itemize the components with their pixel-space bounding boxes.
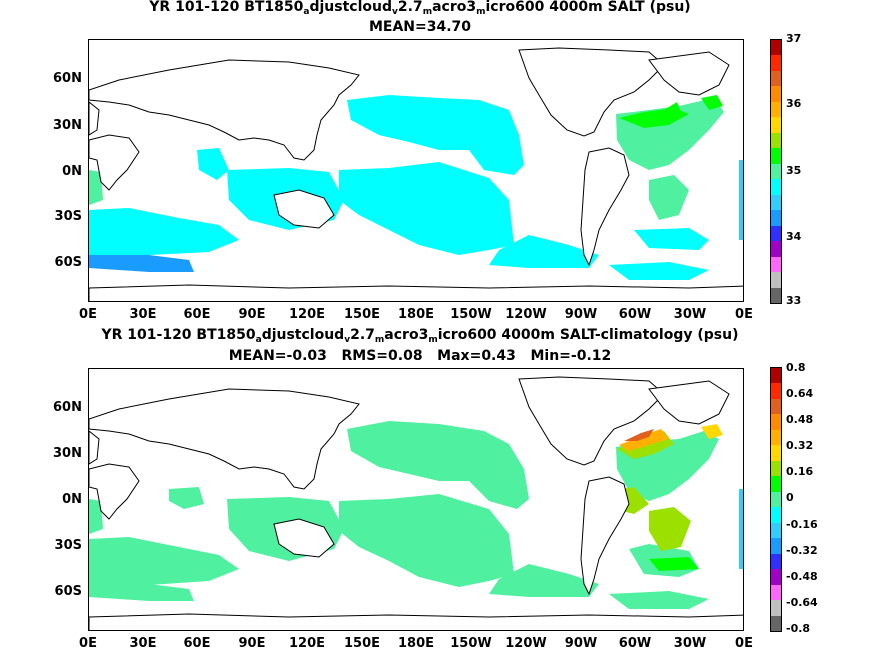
colorbar-swatch: [771, 210, 781, 226]
bottom-lon-label: 90E: [238, 636, 266, 651]
top-lon-label: 0E: [79, 307, 97, 322]
top-map: [88, 39, 744, 302]
colorbar-swatch: [771, 538, 781, 554]
top-colorbar-label: 33: [786, 294, 802, 307]
bottom-colorbar-label: -0.48: [786, 570, 818, 583]
bottom-lon-label: 120E: [288, 636, 326, 651]
bottom-map: [88, 368, 744, 631]
bottom-lon-label: 0E: [79, 636, 97, 651]
top-title: YR 101-120 BT1850adjustcloudv2.7macro3mi…: [149, 0, 691, 17]
top-lon-label: 60W: [618, 307, 652, 322]
bottom-lon-label: 30W: [673, 636, 707, 651]
bottom-subtitle: MEAN=-0.03 RMS=0.08 Max=0.43 Min=-0.12: [228, 348, 612, 364]
top-lat-label-30s: 30S: [54, 209, 82, 224]
colorbar-swatch: [771, 569, 781, 585]
bottom-lat-label-0n: 0N: [62, 492, 82, 507]
top-lon-label: 90W: [564, 307, 598, 322]
top-subtitle: MEAN=34.70: [368, 19, 472, 35]
colorbar-swatch: [771, 398, 781, 415]
colorbar-swatch: [771, 522, 781, 539]
top-lon-label: 30W: [673, 307, 707, 322]
colorbar-swatch: [771, 414, 781, 430]
top-colorbar-label: 34: [786, 230, 802, 243]
colorbar-swatch: [771, 55, 781, 71]
top-colorbar-label: 35: [786, 164, 802, 177]
colorbar-swatch: [771, 476, 781, 492]
bottom-colorbar-label: -0.8: [786, 622, 811, 635]
top-lon-label: 120E: [288, 307, 326, 322]
top-colorbar: [770, 39, 782, 304]
colorbar-swatch: [771, 148, 781, 164]
top-lon-label: 150E: [343, 307, 381, 322]
top-lat-label-60n: 60N: [53, 71, 82, 86]
colorbar-swatch: [771, 101, 781, 118]
top-lat-label-30n: 30N: [53, 118, 82, 133]
colorbar-swatch: [771, 553, 781, 570]
bottom-colorbar-label: 0.48: [786, 413, 814, 426]
colorbar-swatch: [771, 40, 781, 56]
colorbar-swatch: [771, 600, 781, 616]
colorbar-swatch: [771, 287, 781, 303]
colorbar-swatch: [771, 491, 781, 508]
bottom-lon-label: 90W: [564, 636, 598, 651]
bottom-colorbar-label: -0.32: [786, 544, 818, 557]
bottom-map-canvas: [89, 376, 743, 630]
bottom-lat-label-60s: 60S: [54, 584, 82, 599]
colorbar-swatch: [771, 445, 781, 461]
colorbar-swatch: [771, 117, 781, 133]
bottom-colorbar-label: 0.16: [786, 465, 814, 478]
bottom-lon-label: 30E: [129, 636, 157, 651]
bottom-colorbar-label: 0.8: [786, 361, 806, 374]
colorbar-swatch: [771, 163, 781, 180]
top-lon-label: 30E: [129, 307, 157, 322]
colorbar-swatch: [771, 368, 781, 384]
colorbar-swatch: [771, 179, 781, 195]
bottom-lon-label: 60E: [183, 636, 211, 651]
top-lon-label: 120W: [505, 307, 547, 322]
bottom-lon-label: 60W: [618, 636, 652, 651]
top-colorbar-label: 37: [786, 32, 802, 45]
top-lat-label-0n: 0N: [62, 164, 82, 179]
colorbar-swatch: [771, 86, 781, 102]
bottom-colorbar-label: 0.32: [786, 439, 814, 452]
colorbar-swatch: [771, 241, 781, 257]
top-map-canvas: [89, 47, 743, 301]
colorbar-swatch: [771, 615, 781, 631]
bottom-lat-label-60n: 60N: [53, 400, 82, 415]
bottom-title: YR 101-120 BT1850adjustcloudv2.7macro3mi…: [101, 327, 739, 345]
top-lon-label: 90E: [238, 307, 266, 322]
bottom-lon-label: 120W: [505, 636, 547, 651]
bottom-lat-label-30n: 30N: [53, 446, 82, 461]
bottom-lon-label: 0E: [735, 636, 753, 651]
top-lon-label: 180E: [397, 307, 435, 322]
bottom-colorbar-label: 0: [786, 491, 794, 504]
bottom-colorbar-label: -0.64: [786, 596, 818, 609]
bottom-lat-label-30s: 30S: [54, 538, 82, 553]
top-colorbar-label: 36: [786, 97, 802, 110]
bottom-colorbar: [770, 367, 782, 632]
top-lon-label: 60E: [183, 307, 211, 322]
bottom-lon-label: 150W: [450, 636, 492, 651]
top-lat-label-60s: 60S: [54, 255, 82, 270]
colorbar-swatch: [771, 272, 781, 288]
colorbar-swatch: [771, 460, 781, 477]
colorbar-swatch: [771, 225, 781, 242]
bottom-colorbar-label: 0.64: [786, 387, 814, 400]
colorbar-swatch: [771, 383, 781, 399]
colorbar-swatch: [771, 429, 781, 446]
bottom-lon-label: 150E: [343, 636, 381, 651]
bottom-lon-label: 180E: [397, 636, 435, 651]
colorbar-swatch: [771, 70, 781, 87]
colorbar-swatch: [771, 256, 781, 273]
colorbar-swatch: [771, 507, 781, 523]
colorbar-swatch: [771, 584, 781, 601]
colorbar-swatch: [771, 132, 781, 149]
bottom-colorbar-label: -0.16: [786, 518, 818, 531]
top-lon-label: 0E: [735, 307, 753, 322]
top-lon-label: 150W: [450, 307, 492, 322]
colorbar-swatch: [771, 194, 781, 211]
